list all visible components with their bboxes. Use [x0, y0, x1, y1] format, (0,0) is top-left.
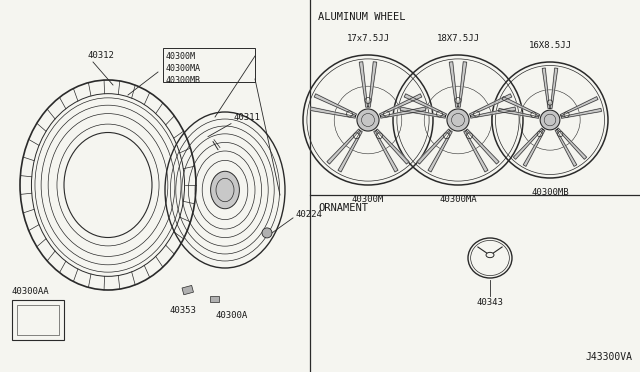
Bar [182, 285, 193, 295]
Bar [163, 48, 255, 82]
Bar [17, 305, 59, 335]
Text: 40300MB: 40300MB [531, 188, 569, 197]
Text: 40311: 40311 [233, 113, 260, 122]
Text: 40224: 40224 [295, 211, 322, 219]
Polygon shape [524, 130, 545, 166]
Polygon shape [338, 131, 362, 172]
Text: 16X8.5JJ: 16X8.5JJ [529, 41, 572, 50]
Polygon shape [557, 128, 587, 159]
Polygon shape [466, 129, 499, 164]
Ellipse shape [211, 171, 239, 209]
Polygon shape [417, 129, 450, 164]
Text: 18X7.5JJ: 18X7.5JJ [436, 34, 479, 43]
Polygon shape [542, 68, 550, 109]
Polygon shape [458, 62, 467, 107]
Circle shape [455, 97, 461, 103]
Polygon shape [327, 129, 360, 164]
Text: ORNAMENT: ORNAMENT [318, 203, 368, 213]
Polygon shape [470, 94, 512, 115]
Polygon shape [359, 62, 367, 107]
Text: 40300A: 40300A [215, 311, 247, 320]
Polygon shape [502, 97, 540, 116]
Polygon shape [464, 131, 488, 172]
Circle shape [564, 112, 569, 117]
Polygon shape [310, 107, 355, 118]
Text: 40343: 40343 [477, 298, 504, 307]
Text: ALUMINUM WHEEL: ALUMINUM WHEEL [318, 12, 406, 22]
Polygon shape [404, 94, 447, 115]
Polygon shape [376, 129, 409, 164]
Polygon shape [374, 131, 398, 172]
Circle shape [537, 131, 542, 137]
Circle shape [467, 133, 472, 139]
Polygon shape [428, 131, 452, 172]
Ellipse shape [64, 132, 152, 237]
Text: 40353: 40353 [170, 306, 197, 315]
Ellipse shape [357, 109, 379, 131]
Circle shape [346, 111, 353, 117]
Polygon shape [560, 97, 598, 116]
Ellipse shape [540, 110, 560, 130]
Text: 17x7.5JJ: 17x7.5JJ [346, 34, 390, 43]
Circle shape [547, 100, 552, 105]
Bar [12, 300, 64, 340]
Circle shape [354, 133, 360, 139]
Polygon shape [381, 107, 426, 118]
Circle shape [531, 112, 536, 117]
Polygon shape [314, 94, 356, 115]
Circle shape [474, 111, 479, 117]
Circle shape [365, 97, 371, 103]
Polygon shape [550, 68, 558, 109]
Circle shape [444, 133, 449, 139]
Polygon shape [499, 108, 539, 118]
Circle shape [557, 131, 563, 137]
Text: 40312: 40312 [88, 51, 115, 60]
Polygon shape [400, 107, 445, 118]
Polygon shape [470, 107, 516, 118]
Polygon shape [449, 62, 458, 107]
Polygon shape [561, 108, 602, 118]
Circle shape [383, 111, 390, 117]
Circle shape [262, 228, 272, 238]
Text: 40300AA: 40300AA [12, 287, 50, 296]
Polygon shape [513, 128, 543, 159]
Circle shape [436, 111, 442, 117]
Text: 40300M
40300MA
40300MB: 40300M 40300MA 40300MB [166, 52, 201, 84]
Polygon shape [369, 62, 377, 107]
Text: 40300M: 40300M [352, 195, 384, 204]
Text: 40300MA: 40300MA [439, 195, 477, 204]
Polygon shape [555, 130, 577, 166]
Circle shape [376, 133, 382, 139]
Text: J43300VA: J43300VA [585, 352, 632, 362]
Polygon shape [380, 94, 422, 115]
Ellipse shape [447, 109, 469, 131]
Bar [210, 296, 219, 302]
